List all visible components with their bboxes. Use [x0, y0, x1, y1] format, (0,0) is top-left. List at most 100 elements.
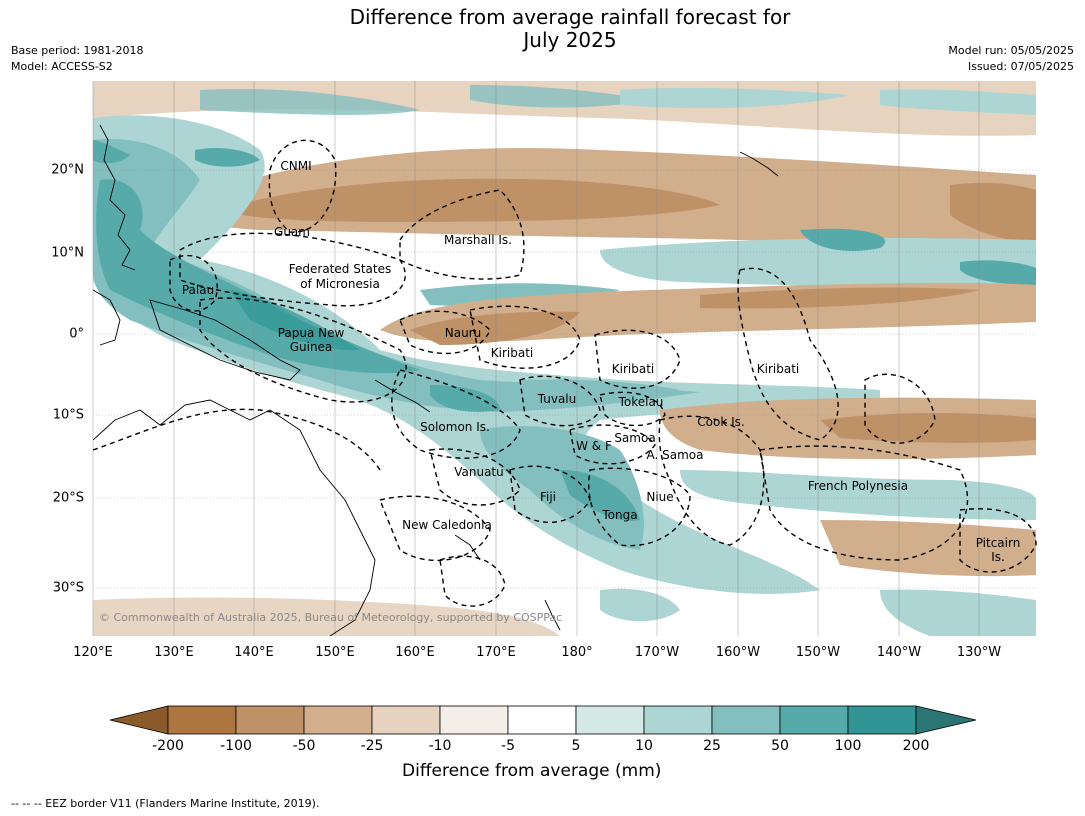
- label-tonga: Tonga: [601, 508, 637, 522]
- y-tick: 30°S: [52, 580, 84, 596]
- x-tick: 180°: [561, 645, 593, 660]
- australia-coast: [93, 399, 376, 636]
- label-vanuatu: Vanuatu: [454, 465, 504, 479]
- rainfall-anomaly-field: [93, 81, 1036, 636]
- label-guam: Guam: [274, 225, 310, 239]
- label-cnmi: CNMI: [280, 159, 311, 173]
- colorbar-tick: -25: [360, 738, 384, 754]
- label-french-polynesia: French Polynesia: [808, 479, 908, 493]
- chart-title: Difference from average rainfall forecas…: [0, 6, 1085, 52]
- label-kiribati-phoenix: Kiribati: [612, 362, 654, 376]
- eez-pitcairn: [959, 508, 1037, 573]
- eez-marshall: [399, 189, 525, 280]
- x-tick: 160°E: [395, 645, 435, 660]
- y-tick: 20°S: [52, 490, 84, 506]
- x-tick: 130°E: [154, 645, 194, 660]
- colorbar-bin-2: [235, 705, 305, 735]
- eez-french-polynesia-east: [864, 373, 936, 444]
- y-tick: 10°N: [51, 245, 84, 261]
- label-palau: Palau: [182, 283, 214, 297]
- x-tick: 170°W: [634, 645, 680, 660]
- eez-tonga-niue: [588, 467, 691, 547]
- colorbar-extend-low: [109, 705, 169, 735]
- colorbar-bin-8: [643, 705, 713, 735]
- new-guinea-coast: [149, 299, 301, 381]
- eez-fiji: [509, 465, 591, 524]
- label-png-1: Papua New: [278, 326, 345, 340]
- colorbar-bin-1: [167, 705, 237, 735]
- label-wallis-futuna: W & F: [576, 439, 612, 453]
- colorbar-tick: 100: [834, 738, 862, 754]
- title-line-1: Difference from average rainfall forecas…: [349, 5, 791, 29]
- x-tick: 150°E: [315, 645, 355, 660]
- y-tick: 20°N: [51, 162, 84, 178]
- eez-legend-note: -- -- -- EEZ border V11 (Flanders Marine…: [11, 797, 320, 810]
- colorbar-tick: 10: [635, 738, 653, 754]
- colorbar-tick: 50: [771, 738, 789, 754]
- label-new-caledonia: New Caledonia: [402, 518, 492, 532]
- x-tick: 130°W: [956, 645, 1002, 660]
- solomon-islands: [374, 379, 431, 413]
- colorbar-tick: 5: [571, 738, 581, 754]
- label-cook: Cook Is.: [697, 415, 744, 429]
- label-fsm-1: Federated States: [289, 262, 391, 276]
- model-name: Model: ACCESS-S2: [11, 60, 113, 73]
- colorbar-tick: -50: [292, 738, 316, 754]
- new-caledonia-coast: [454, 534, 481, 561]
- issued-date: Issued: 07/05/2025: [967, 60, 1074, 73]
- colorbar-tick: -5: [501, 738, 515, 754]
- eez-samoa-wf: [569, 424, 656, 465]
- label-samoa: Samoa: [614, 431, 655, 445]
- eez-norfolk: [439, 555, 506, 607]
- eez-cook: [658, 415, 765, 546]
- borneo-coast: [93, 289, 121, 346]
- title-line-2: July 2025: [523, 28, 617, 52]
- label-niue: Niue: [646, 490, 673, 504]
- eez-fsm: [179, 232, 406, 307]
- eez-kiribati-line: [737, 267, 839, 441]
- eez-kiribati-gilbert: [469, 305, 581, 369]
- label-nauru: Nauru: [445, 326, 481, 340]
- y-tick: 10°S: [52, 407, 84, 423]
- eez-tuvalu: [519, 375, 601, 427]
- label-fiji: Fiji: [540, 490, 556, 504]
- colorbar-tick: -200: [152, 738, 184, 754]
- x-tick: 170°E: [476, 645, 516, 660]
- label-tuvalu: Tuvalu: [537, 392, 577, 406]
- colorbar-bin-4: [371, 705, 441, 735]
- colorbar-bin-11: [847, 705, 917, 735]
- new-zealand-coast: [544, 599, 561, 631]
- colorbar-bin-6: [507, 705, 577, 735]
- gridlines: [92, 81, 1036, 636]
- eez-solomon: [391, 369, 521, 459]
- meta-left: Base period: 1981-2018 Model: ACCESS-S2: [11, 43, 143, 75]
- base-period: Base period: 1981-2018: [11, 44, 144, 57]
- label-png-2: Guinea: [290, 340, 333, 354]
- label-kiribati-gilbert: Kiribati: [491, 346, 533, 360]
- eez-nauru: [399, 310, 491, 355]
- coastlines: [93, 124, 779, 636]
- colorbar-bin-7: [575, 705, 645, 735]
- label-american-samoa: A. Samoa: [647, 448, 704, 462]
- x-tick: 140°E: [234, 645, 274, 660]
- colorbar-bin-10: [779, 705, 849, 735]
- model-run: Model run: 05/05/2025: [948, 44, 1074, 57]
- philippines-coast: [99, 124, 136, 271]
- label-fsm-2: of Micronesia: [300, 277, 380, 291]
- x-tick: 160°W: [715, 645, 761, 660]
- y-tick: 0°: [69, 326, 84, 342]
- hawaii-coast: [739, 151, 779, 177]
- colorbar-bin-3: [303, 705, 373, 735]
- colorbar-bin-9: [711, 705, 781, 735]
- meta-right: Model run: 05/05/2025 Issued: 07/05/2025: [948, 43, 1074, 75]
- eez-vanuatu: [429, 448, 521, 506]
- eez-tokelau: [599, 391, 666, 427]
- eez-borders: [92, 139, 1037, 607]
- label-marshall: Marshall Is.: [444, 233, 512, 247]
- eez-new-caledonia: [379, 495, 491, 562]
- colorbar: [109, 705, 977, 735]
- label-pitcairn-1: Pitcairn: [976, 536, 1021, 550]
- label-pitcairn-2: Is.: [991, 550, 1005, 564]
- x-tick: 120°E: [73, 645, 113, 660]
